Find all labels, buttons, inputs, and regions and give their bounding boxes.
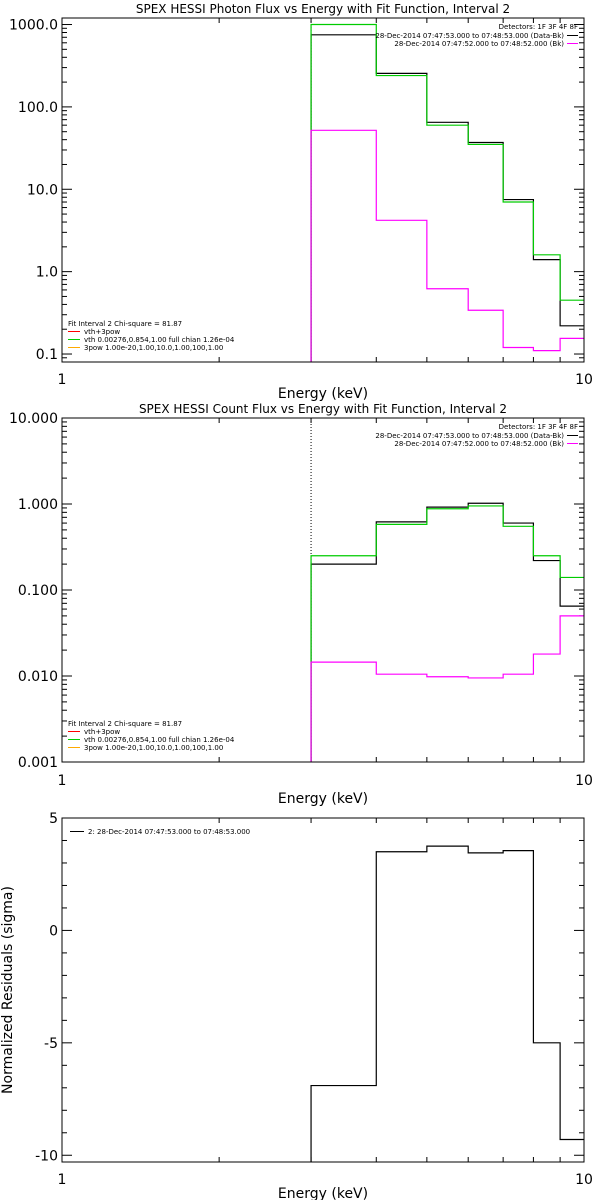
chart-panel-1: SPEX HESSI Photon Flux vs Energy with Fi… — [9, 2, 593, 402]
y-tick-label: -5 — [44, 1036, 58, 1052]
data-series-1 — [310, 34, 584, 362]
data-series-1 — [310, 502, 584, 762]
x-tick-label: 10 — [575, 372, 593, 388]
chart-title: SPEX HESSI Photon Flux vs Energy with Fi… — [136, 2, 510, 16]
info-line-2: 28-Dec-2014 07:47:52.000 to 07:48:52.000… — [394, 440, 564, 448]
x-tick-label: 1 — [58, 372, 67, 388]
data-series-3 — [310, 615, 584, 762]
fit-legend-item-1: vth+3pow — [84, 328, 120, 336]
data-series-2 — [310, 505, 584, 762]
chart-panel-2: SPEX HESSI Count Flux vs Energy with Fit… — [9, 402, 593, 807]
x-tick-label: 1 — [58, 773, 67, 789]
x-tick-label: 10 — [575, 1172, 593, 1188]
y-tick-label: -10 — [35, 1148, 58, 1164]
chart-panel-3: 1 10 5 0 -5 -10 Energy (keV) Normalized Residua… — [0, 811, 593, 1200]
y-tick-label: 0.100 — [18, 583, 58, 599]
fit-legend-item-3: 3pow 1.00e-20,1.00,10.0,1.00,100,1.00 — [84, 744, 223, 752]
fit-legend-item-3: 3pow 1.00e-20,1.00,10.0,1.00,100,1.00 — [84, 344, 223, 352]
y-tick-label: 10.000 — [9, 411, 58, 427]
detectors-label: Detectors: 1F 3F 4F 8F — [499, 23, 578, 31]
y-tick-label: 1.0 — [36, 265, 58, 281]
plot-frame — [61, 17, 585, 363]
fit-legend-header: Fit Interval 2 Chi-square = 81.87 — [68, 720, 182, 728]
x-axis-label: Energy (keV) — [278, 791, 368, 807]
y-tick-label: 0.1 — [36, 347, 58, 363]
detectors-label: Detectors: 1F 3F 4F 8F — [499, 423, 578, 431]
y-tick-label: 0 — [49, 923, 58, 939]
fit-legend-header: Fit Interval 2 Chi-square = 81.87 — [68, 320, 182, 328]
y-tick-label: 10.0 — [27, 182, 58, 198]
legend-item-1: 2: 28-Dec-2014 07:47:53.000 to 07:48:53.… — [88, 828, 250, 836]
y-tick-label: 5 — [49, 811, 58, 827]
y-tick-label: 1000.0 — [9, 18, 58, 34]
x-axis-label: Energy (keV) — [278, 1186, 368, 1200]
y-tick-label: 1.000 — [18, 497, 58, 513]
data-series-3 — [310, 129, 584, 362]
y-axis-label: Normalized Residuals (sigma) — [0, 886, 16, 1094]
x-axis-label: Energy (keV) — [278, 386, 368, 402]
plot-frame — [61, 417, 585, 763]
fit-legend-item-1: vth+3pow — [84, 728, 120, 736]
info-line-1: 28-Dec-2014 07:47:53.000 to 07:48:53.000… — [375, 32, 564, 40]
data-series-1 — [310, 845, 584, 1162]
info-line-2: 28-Dec-2014 07:47:52.000 to 07:48:52.000… — [394, 40, 564, 48]
plot-frame — [61, 817, 585, 1163]
data-series-2 — [310, 23, 584, 362]
y-tick-label: 0.001 — [18, 755, 58, 771]
fit-legend-item-2: vth 0.00276,0.854,1.00 full chian 1.26e-… — [84, 736, 235, 744]
y-tick-label: 0.010 — [18, 669, 58, 685]
x-tick-label: 10 — [575, 773, 593, 789]
x-tick-label: 1 — [58, 1172, 67, 1188]
y-tick-label: 100.0 — [18, 100, 58, 116]
chart-title: SPEX HESSI Count Flux vs Energy with Fit… — [139, 402, 507, 416]
fit-legend-item-2: vth 0.00276,0.854,1.00 full chian 1.26e-… — [84, 336, 235, 344]
info-line-1: 28-Dec-2014 07:47:53.000 to 07:48:53.000… — [375, 432, 564, 440]
